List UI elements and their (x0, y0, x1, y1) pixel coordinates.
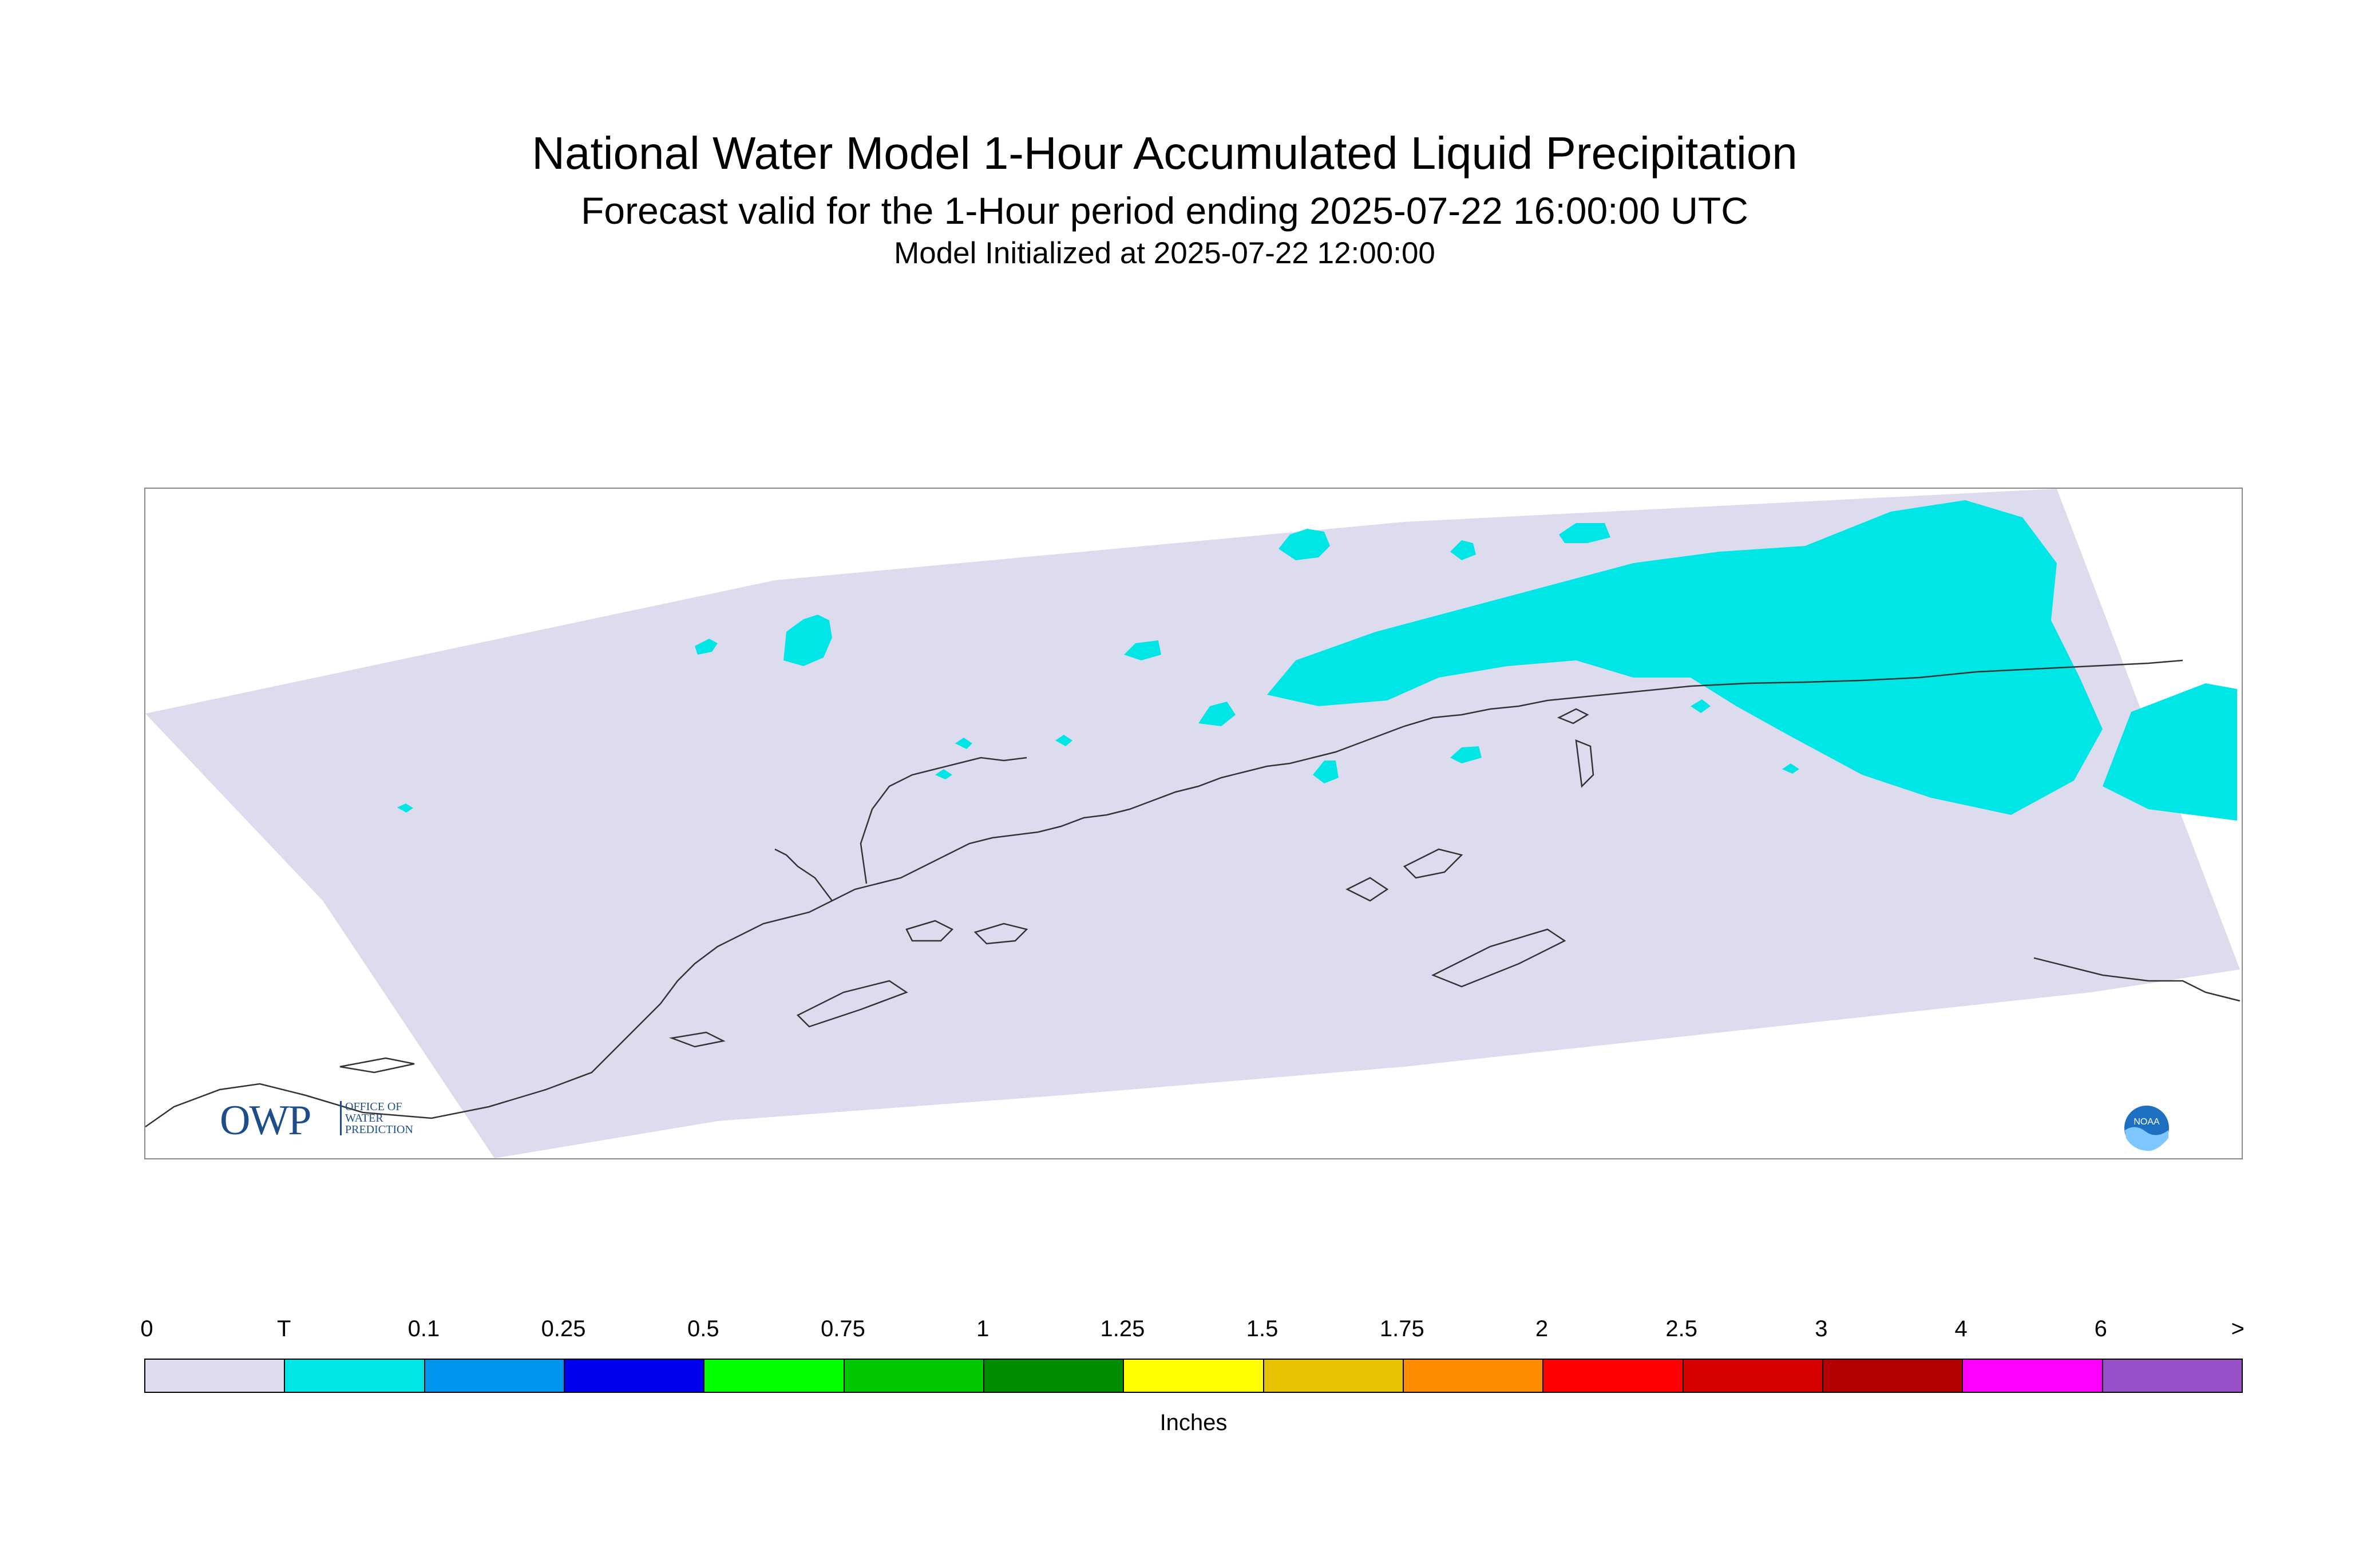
forecast-valid-subtitle: Forecast valid for the 1-Hour period end… (581, 189, 1748, 232)
precipitation-map (145, 489, 2241, 1158)
legend-tick-label: 1.5 (1246, 1316, 1278, 1341)
precip-area (1450, 746, 1482, 763)
legend-swatch (145, 1360, 286, 1392)
precip-area (2103, 683, 2237, 821)
owp-logo-line: WATER (345, 1112, 383, 1124)
legend-swatch (1264, 1360, 1404, 1392)
legend-swatch (285, 1360, 425, 1392)
legend-tick-label: 0.75 (821, 1316, 865, 1341)
precip-area (935, 769, 952, 779)
legend-tick-label: 0.25 (541, 1316, 586, 1341)
coastline-island (1575, 739, 1594, 788)
coastline-island (1557, 708, 1589, 724)
precip-area (1124, 640, 1161, 660)
coastline-island (1431, 928, 1566, 988)
legend-swatch (844, 1360, 984, 1392)
legend-swatch (1543, 1360, 1684, 1392)
owp-logo-subtitle: OFFICE OF WATER PREDICTION (340, 1101, 431, 1135)
legend-tick-label: 2.5 (1665, 1316, 1697, 1341)
coastline-island (339, 1057, 415, 1074)
owp-logo-line: PREDICTION (345, 1123, 413, 1136)
map-panel: OWP OFFICE OF WATER PREDICTION NOAA (144, 488, 2243, 1159)
coastline-island (796, 980, 908, 1028)
precip-area (1055, 735, 1072, 746)
precip-area (1313, 761, 1339, 783)
precip-area (1278, 529, 1330, 560)
color-legend: 0 T 0.1 0.25 0.5 0.75 1 1.25 1.5 1.75 2 2.5 3 4 6 > Inc… (140, 1316, 2245, 1435)
legend-swatch (1823, 1360, 1964, 1392)
precip-area (1450, 540, 1476, 560)
legend-units: Inches (1159, 1410, 1228, 1435)
precip-area (955, 738, 972, 749)
coastline-island (1403, 848, 1463, 879)
owp-logo-letters: OWP (220, 1097, 311, 1144)
coastline-island (669, 1031, 726, 1048)
legend-tick-label: 3 (1815, 1316, 1828, 1341)
noaa-logo-letters: NOAA (2133, 1117, 2160, 1127)
coastline (145, 659, 2241, 1128)
legend-tick-label: 0 (140, 1316, 153, 1341)
legend-tick-label: 4 (1954, 1316, 1968, 1341)
legend-color-bar (144, 1359, 2243, 1393)
owp-logo: OWP OFFICE OF WATER PREDICTION (220, 1095, 432, 1144)
legend-swatch (984, 1360, 1125, 1392)
legend-tick-label: 1.75 (1379, 1316, 1424, 1341)
legend-swatch (1963, 1360, 2103, 1392)
legend-swatch (704, 1360, 845, 1392)
precipitation-areas (397, 500, 2237, 821)
coastline-inlet (774, 848, 833, 901)
coastline-inlet (860, 757, 1027, 884)
legend-swatch (1403, 1360, 1544, 1392)
legend-swatch (564, 1360, 705, 1392)
coastline-east (2033, 957, 2241, 1002)
legend-swatch (1124, 1360, 1264, 1392)
legend-tick-label: 0.1 (407, 1316, 440, 1341)
precip-area (1198, 702, 1236, 726)
legend-tick-label: 0.5 (687, 1316, 719, 1341)
precip-area (783, 615, 832, 666)
legend-swatch (425, 1360, 565, 1392)
precip-area (695, 639, 718, 655)
model-init-subtitle: Model Initialized at 2025-07-22 12:00:00 (894, 236, 1435, 270)
legend-tick-label: T (276, 1316, 291, 1341)
legend-swatch (2103, 1360, 2242, 1392)
legend-tick-label: 1.25 (1100, 1316, 1145, 1341)
legend-tick-label: 2 (1535, 1316, 1549, 1341)
legend-tick-label: > (2231, 1316, 2245, 1341)
precip-area (1691, 699, 1711, 713)
precip-area (1559, 523, 1610, 543)
legend-tick-label: 1 (976, 1316, 989, 1341)
coastline-island (1345, 877, 1389, 902)
coastline-mainland (145, 659, 2183, 1128)
map-title: National Water Model 1-Hour Accumulated … (532, 128, 1798, 179)
precip-area (1267, 500, 2103, 815)
noaa-logo: NOAA (2123, 1104, 2170, 1151)
precip-area (1782, 763, 1799, 774)
coastline-island (905, 920, 954, 942)
legend-swatch (1683, 1360, 1823, 1392)
owp-logo-line: OFFICE OF (345, 1100, 402, 1113)
legend-tick-label: 6 (2094, 1316, 2107, 1341)
precip-area (397, 803, 413, 813)
coastline-island (973, 922, 1028, 945)
